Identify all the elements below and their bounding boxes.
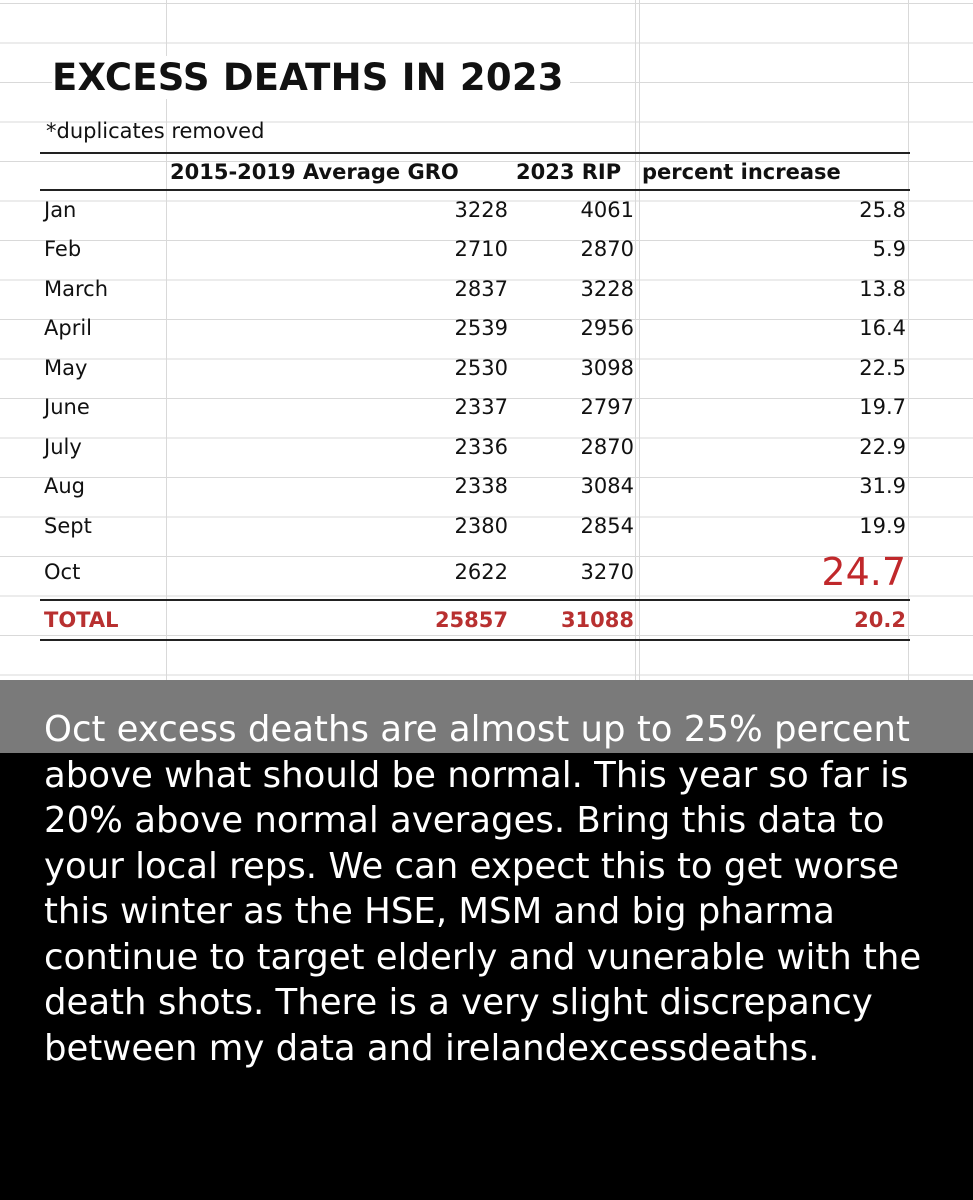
spreadsheet: EXCESS DEATHS IN 2023 *duplicates remove…	[0, 0, 973, 680]
total-row: TOTAL 25857 31088 20.2	[40, 599, 910, 640]
table-header-row: 2015-2019 Average GRO 2023 RIP percent i…	[40, 153, 910, 190]
excess-deaths-table: 2015-2019 Average GRO 2023 RIP percent i…	[40, 152, 910, 641]
average-cell: 2539	[454, 316, 508, 341]
total-label: TOTAL	[44, 607, 119, 632]
table-row: Jan 3228 4061 25.8	[40, 190, 910, 230]
percent-cell: 22.9	[859, 434, 906, 459]
table-row: March 2837 3228 13.8	[40, 269, 910, 309]
rip-cell: 2956	[580, 316, 634, 341]
percent-cell: 5.9	[872, 237, 906, 262]
month-cell: Oct	[44, 560, 81, 584]
sheet-title: EXCESS DEATHS IN 2023	[52, 56, 570, 99]
percent-cell: 19.9	[859, 513, 906, 538]
month-cell: Sept	[44, 513, 92, 538]
total-rip: 31088	[560, 607, 634, 632]
sheet-subtitle: *duplicates removed	[46, 119, 265, 143]
grid-line	[908, 0, 909, 680]
rip-cell: 4061	[580, 198, 634, 223]
total-average: 25857	[434, 607, 508, 632]
month-cell: April	[44, 316, 92, 341]
table-row: June 2337 2797 19.7	[40, 388, 910, 428]
percent-cell: 25.8	[859, 198, 906, 223]
average-cell: 3228	[454, 198, 508, 223]
percent-cell: 31.9	[859, 474, 906, 499]
percent-cell: 19.7	[859, 395, 906, 420]
column-header-month	[40, 153, 166, 190]
rip-cell: 2870	[580, 237, 634, 262]
rip-cell: 2854	[580, 513, 634, 538]
caption-band	[0, 753, 973, 1200]
table-row: May 2530 3098 22.5	[40, 348, 910, 388]
table-row: Aug 2338 3084 31.9	[40, 467, 910, 507]
month-cell: June	[44, 395, 90, 420]
month-cell: Jan	[44, 198, 77, 223]
caption-text: Oct excess deaths are almost up to 25% p…	[44, 709, 922, 1069]
table-row: July 2336 2870 22.9	[40, 427, 910, 467]
highlighted-percent-cell: 24.7	[821, 550, 906, 594]
month-cell: July	[44, 434, 82, 459]
rip-cell: 3228	[580, 276, 634, 301]
table-row: April 2539 2956 16.4	[40, 309, 910, 349]
rip-cell: 3270	[580, 560, 634, 584]
month-cell: Feb	[44, 237, 82, 262]
column-header-rip: 2023 RIP	[516, 159, 622, 184]
average-cell: 2710	[454, 237, 508, 262]
table-row: Oct 2622 3270 24.7	[40, 546, 910, 600]
average-cell: 2336	[454, 434, 508, 459]
rip-cell: 2870	[580, 434, 634, 459]
month-cell: Aug	[44, 474, 86, 499]
column-header-average: 2015-2019 Average GRO	[170, 159, 459, 184]
grid-line	[635, 0, 636, 680]
average-cell: 2837	[454, 276, 508, 301]
rip-cell: 3098	[580, 355, 634, 380]
rip-cell: 2797	[580, 395, 634, 420]
average-cell: 2530	[454, 355, 508, 380]
table-row: Sept 2380 2854 19.9	[40, 506, 910, 546]
percent-cell: 22.5	[859, 355, 906, 380]
total-percent: 20.2	[854, 607, 906, 632]
column-header-percent: percent increase	[642, 159, 841, 184]
percent-cell: 13.8	[859, 276, 906, 301]
caption-band-top	[0, 680, 973, 753]
table-row: Feb 2710 2870 5.9	[40, 230, 910, 270]
percent-cell: 16.4	[859, 316, 906, 341]
average-cell: 2338	[454, 474, 508, 499]
month-cell: March	[44, 276, 109, 301]
month-cell: May	[44, 355, 88, 380]
average-cell: 2380	[454, 513, 508, 538]
average-cell: 2337	[454, 395, 508, 420]
rip-cell: 3084	[580, 474, 634, 499]
average-cell: 2622	[454, 560, 508, 584]
